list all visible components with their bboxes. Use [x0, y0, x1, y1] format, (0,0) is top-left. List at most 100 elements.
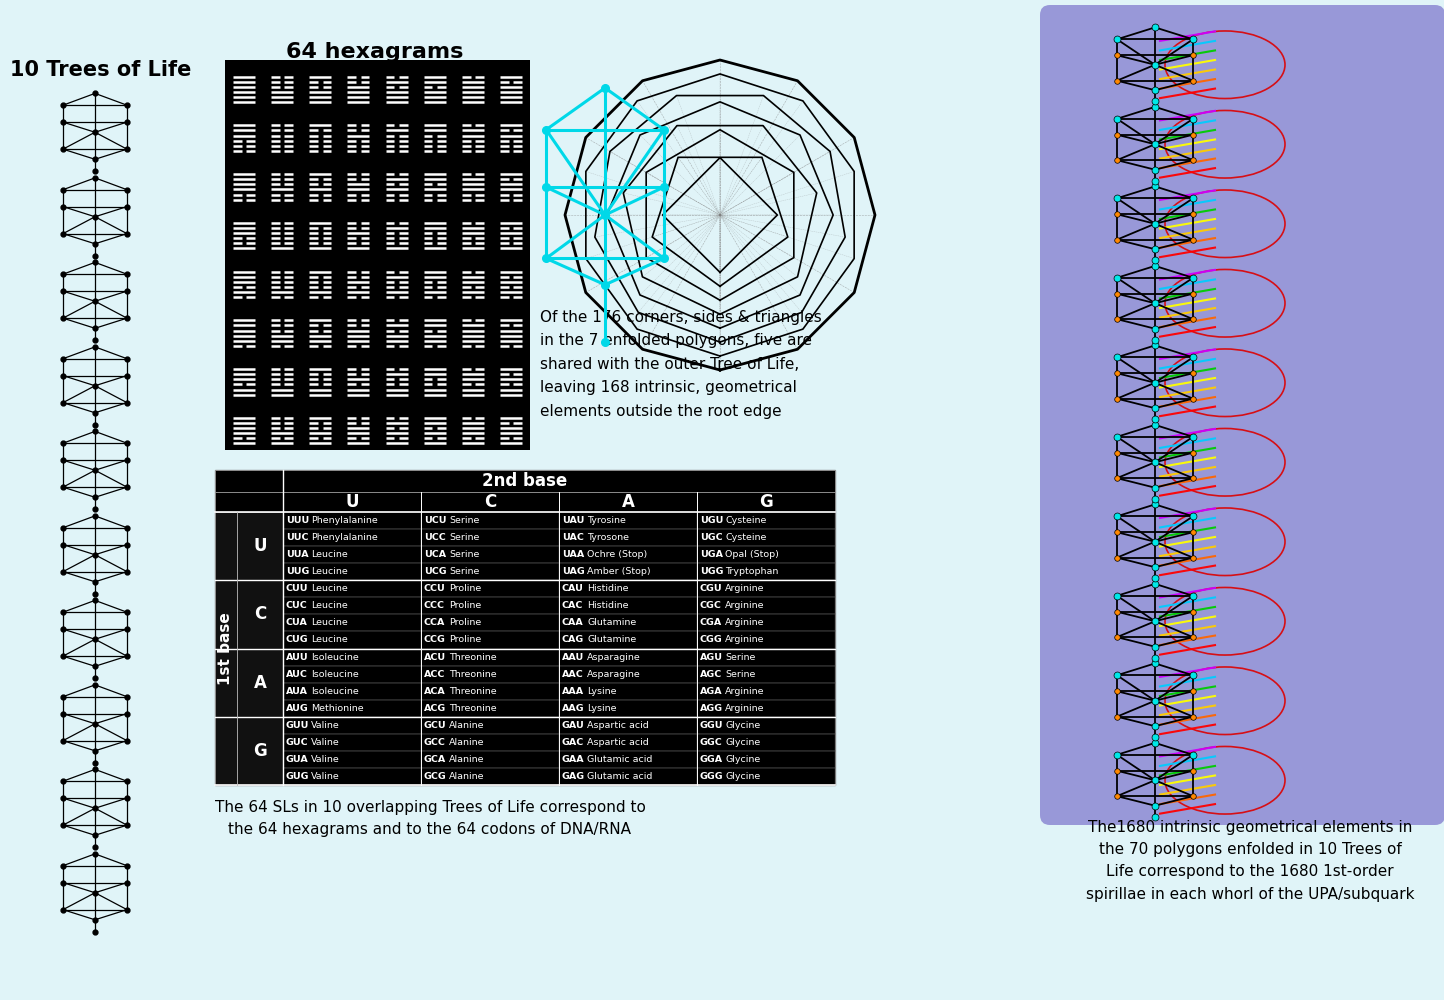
Text: Ochre (Stop): Ochre (Stop): [588, 550, 647, 559]
Text: GCC: GCC: [425, 738, 446, 747]
Bar: [697, 734, 835, 751]
Text: 64 hexagrams: 64 hexagrams: [286, 42, 464, 62]
Text: Aspartic acid: Aspartic acid: [588, 738, 648, 747]
Text: Proline: Proline: [449, 618, 481, 627]
Text: UAG: UAG: [562, 567, 585, 576]
Bar: [559, 700, 697, 717]
Bar: [283, 492, 422, 512]
Text: GUC: GUC: [286, 738, 309, 747]
Bar: [697, 768, 835, 785]
Text: Glycine: Glycine: [725, 738, 760, 747]
Bar: [559, 580, 697, 597]
Text: UUG: UUG: [286, 567, 309, 576]
Text: Threonine: Threonine: [449, 670, 497, 679]
Text: Tyrosone: Tyrosone: [588, 533, 630, 542]
Bar: [422, 631, 559, 648]
Text: UGC: UGC: [700, 533, 722, 542]
Bar: [215, 512, 237, 785]
Text: Leucine: Leucine: [310, 635, 348, 644]
Text: AUU: AUU: [286, 653, 309, 662]
Text: GGG: GGG: [700, 772, 723, 781]
Text: UAA: UAA: [562, 550, 585, 559]
Text: CAG: CAG: [562, 635, 585, 644]
Text: AUG: AUG: [286, 704, 309, 713]
Text: CGU: CGU: [700, 584, 722, 593]
Text: The 64 SLs in 10 overlapping Trees of Life correspond to
the 64 hexagrams and to: The 64 SLs in 10 overlapping Trees of Li…: [215, 800, 645, 837]
Bar: [283, 734, 422, 751]
Text: GCU: GCU: [425, 721, 446, 730]
Text: GCA: GCA: [425, 755, 446, 764]
Text: Valine: Valine: [310, 738, 339, 747]
Text: Threonine: Threonine: [449, 687, 497, 696]
Text: UUU: UUU: [286, 516, 309, 525]
Text: ACC: ACC: [425, 670, 445, 679]
Bar: [697, 631, 835, 648]
Bar: [237, 648, 283, 717]
Text: AUA: AUA: [286, 687, 308, 696]
Text: Asparagine: Asparagine: [588, 670, 641, 679]
Bar: [237, 717, 283, 785]
Bar: [697, 492, 835, 512]
Text: Threonine: Threonine: [449, 704, 497, 713]
Text: CAU: CAU: [562, 584, 583, 593]
Bar: [697, 563, 835, 580]
Text: UCC: UCC: [425, 533, 446, 542]
Text: Glutamine: Glutamine: [588, 635, 637, 644]
Text: Phenylalanine: Phenylalanine: [310, 533, 378, 542]
Text: Cysteine: Cysteine: [725, 516, 767, 525]
Bar: [283, 683, 422, 700]
Text: The1680 intrinsic geometrical elements in
the 70 polygons enfolded in 10 Trees o: The1680 intrinsic geometrical elements i…: [1086, 820, 1414, 902]
Text: GGA: GGA: [700, 755, 723, 764]
Bar: [422, 597, 559, 614]
Text: Proline: Proline: [449, 635, 481, 644]
Text: UCU: UCU: [425, 516, 446, 525]
Text: GAC: GAC: [562, 738, 585, 747]
Text: Tyrosine: Tyrosine: [588, 516, 625, 525]
Bar: [697, 666, 835, 683]
Bar: [559, 563, 697, 580]
Bar: [237, 512, 283, 580]
Text: Leucine: Leucine: [310, 584, 348, 593]
FancyBboxPatch shape: [1040, 5, 1444, 825]
Bar: [697, 529, 835, 546]
Text: Methionine: Methionine: [310, 704, 364, 713]
Bar: [559, 648, 697, 666]
Bar: [559, 751, 697, 768]
Bar: [697, 546, 835, 563]
Text: Arginine: Arginine: [725, 618, 764, 627]
Bar: [422, 492, 559, 512]
Text: CCA: CCA: [425, 618, 445, 627]
Bar: [225, 60, 530, 450]
Text: UAU: UAU: [562, 516, 585, 525]
Text: U: U: [345, 493, 358, 511]
Text: A: A: [254, 674, 267, 692]
Bar: [422, 683, 559, 700]
Bar: [422, 717, 559, 734]
Text: Amber (Stop): Amber (Stop): [588, 567, 651, 576]
Text: 2nd base: 2nd base: [482, 472, 567, 490]
Text: G: G: [253, 742, 267, 760]
Text: GGU: GGU: [700, 721, 723, 730]
Text: UUA: UUA: [286, 550, 309, 559]
Text: Of the 176 corners, sides & triangles
in the 7 enfolded polygons, five are
share: Of the 176 corners, sides & triangles in…: [540, 310, 822, 419]
Text: Leucine: Leucine: [310, 567, 348, 576]
Text: Isoleucine: Isoleucine: [310, 670, 358, 679]
Bar: [422, 512, 559, 529]
Text: Arginine: Arginine: [725, 704, 764, 713]
Text: Threonine: Threonine: [449, 653, 497, 662]
Text: CCU: CCU: [425, 584, 446, 593]
Bar: [422, 580, 559, 597]
Text: UCG: UCG: [425, 567, 446, 576]
Bar: [559, 597, 697, 614]
Text: Leucine: Leucine: [310, 601, 348, 610]
Text: CGG: CGG: [700, 635, 723, 644]
Text: Cysteine: Cysteine: [725, 533, 767, 542]
Text: GUG: GUG: [286, 772, 309, 781]
Text: UGU: UGU: [700, 516, 723, 525]
Bar: [697, 683, 835, 700]
Text: GCG: GCG: [425, 772, 446, 781]
Bar: [215, 470, 835, 785]
Text: Leucine: Leucine: [310, 550, 348, 559]
Bar: [697, 648, 835, 666]
Text: 10 Trees of Life: 10 Trees of Life: [10, 60, 192, 80]
